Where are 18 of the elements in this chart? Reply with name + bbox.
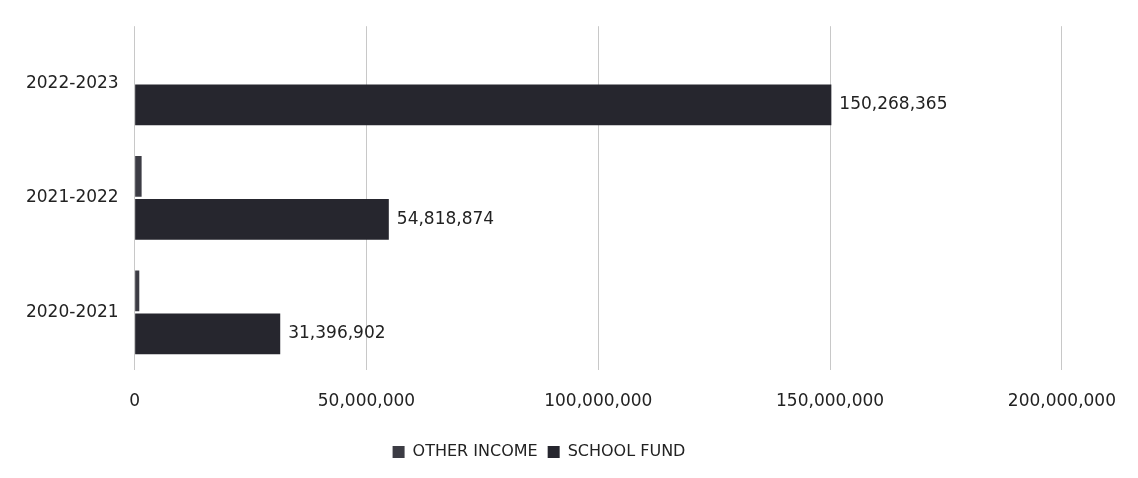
data-label: 31,396,902 (288, 322, 386, 343)
data-label: 150,268,365 (839, 93, 948, 114)
x-tick-label: 100,000,000 (544, 390, 653, 411)
x-tick-label: 200,000,000 (1007, 390, 1116, 411)
bar (135, 156, 142, 197)
y-tick-label: 2020-2021 (25, 300, 119, 321)
legend-label: OTHER INCOME (412, 441, 538, 461)
legend-label: SCHOOL FUND (567, 441, 686, 461)
y-tick-label: 2021-2022 (25, 186, 119, 207)
y-tick-label: 2022-2023 (25, 71, 119, 92)
data-label: 54,818,874 (396, 207, 495, 228)
x-tick-label: 0 (129, 390, 141, 411)
bar (135, 84, 832, 126)
x-tick-label: 150,000,000 (776, 390, 885, 411)
bar (135, 313, 281, 355)
x-tick-label: 50,000,000 (317, 390, 416, 411)
bar (135, 198, 389, 240)
bar (135, 270, 140, 312)
